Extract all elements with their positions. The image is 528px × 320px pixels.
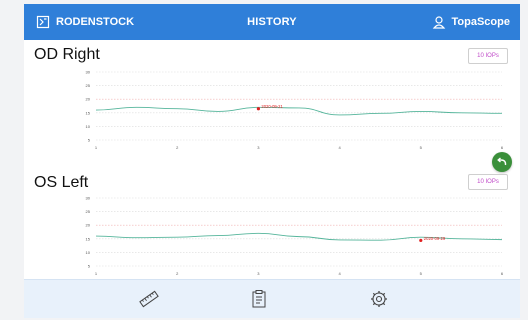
brand-name: RODENSTOCK bbox=[56, 16, 135, 28]
nav-measure-button[interactable] bbox=[136, 286, 162, 312]
marker-label: 2020-09-29 bbox=[424, 236, 446, 241]
series-line bbox=[95, 232, 503, 241]
x-tick-label: 2 bbox=[176, 145, 179, 150]
x-tick-label: 2 bbox=[176, 271, 179, 276]
y-tick-label: 25 bbox=[86, 209, 91, 214]
x-tick-label: 3 bbox=[257, 271, 260, 276]
user-name: TopaScope bbox=[451, 16, 510, 28]
y-tick-label: 10 bbox=[86, 124, 91, 129]
history-screen: RODENSTOCK HISTORY TopaScope OD Right 10… bbox=[24, 4, 520, 318]
bottom-nav bbox=[24, 279, 520, 318]
x-tick-label: 4 bbox=[338, 145, 341, 150]
y-tick-label: 25 bbox=[86, 83, 91, 88]
settings-icon bbox=[368, 288, 390, 310]
y-tick-label: 30 bbox=[86, 70, 91, 75]
y-tick-label: 10 bbox=[86, 250, 91, 255]
nav-history-button[interactable] bbox=[246, 286, 272, 312]
x-tick-label: 3 bbox=[257, 145, 260, 150]
x-tick-label: 6 bbox=[501, 271, 504, 276]
iop-count-badge-os[interactable]: 10 IOPs bbox=[468, 174, 508, 190]
undo-icon bbox=[496, 156, 508, 168]
x-tick-label: 5 bbox=[420, 145, 423, 150]
undo-fab-button[interactable] bbox=[492, 152, 512, 172]
y-tick-label: 20 bbox=[86, 223, 91, 228]
x-tick-label: 1 bbox=[95, 271, 98, 276]
x-tick-label: 4 bbox=[338, 271, 341, 276]
panel-title-os-left: OS Left bbox=[34, 174, 89, 191]
panel-title-od-right: OD Right bbox=[34, 46, 100, 63]
iop-chart-os-left: 5 10 15 20 25 30 1 2 3 4 5 6 2020-09-29 bbox=[86, 196, 504, 277]
brand-logo-icon bbox=[36, 15, 50, 29]
y-tick-label: 20 bbox=[86, 97, 91, 102]
clipboard-icon bbox=[248, 288, 270, 310]
brand[interactable]: RODENSTOCK bbox=[36, 4, 134, 40]
y-tick-label: 5 bbox=[88, 264, 91, 269]
y-tick-label: 15 bbox=[86, 236, 91, 241]
y-tick-label: 5 bbox=[88, 138, 91, 143]
marker-label: 2020-09-21 bbox=[261, 104, 283, 109]
y-tick-label: 30 bbox=[86, 196, 91, 201]
user-icon bbox=[432, 15, 446, 29]
user-menu[interactable]: TopaScope bbox=[432, 4, 510, 40]
data-marker bbox=[419, 238, 423, 243]
top-bar: RODENSTOCK HISTORY TopaScope bbox=[24, 4, 520, 40]
series-line bbox=[95, 106, 503, 116]
y-tick-label: 15 bbox=[86, 110, 91, 115]
x-tick-label: 6 bbox=[501, 145, 504, 150]
x-tick-label: 5 bbox=[420, 271, 423, 276]
iop-chart-od-right: 5 10 15 20 25 30 1 2 3 4 5 6 2020-09-21 bbox=[86, 70, 504, 151]
ruler-icon bbox=[138, 288, 160, 310]
nav-settings-button[interactable] bbox=[366, 286, 392, 312]
data-marker bbox=[256, 107, 260, 111]
x-tick-label: 1 bbox=[95, 145, 98, 150]
iop-count-badge-od[interactable]: 10 IOPs bbox=[468, 48, 508, 64]
